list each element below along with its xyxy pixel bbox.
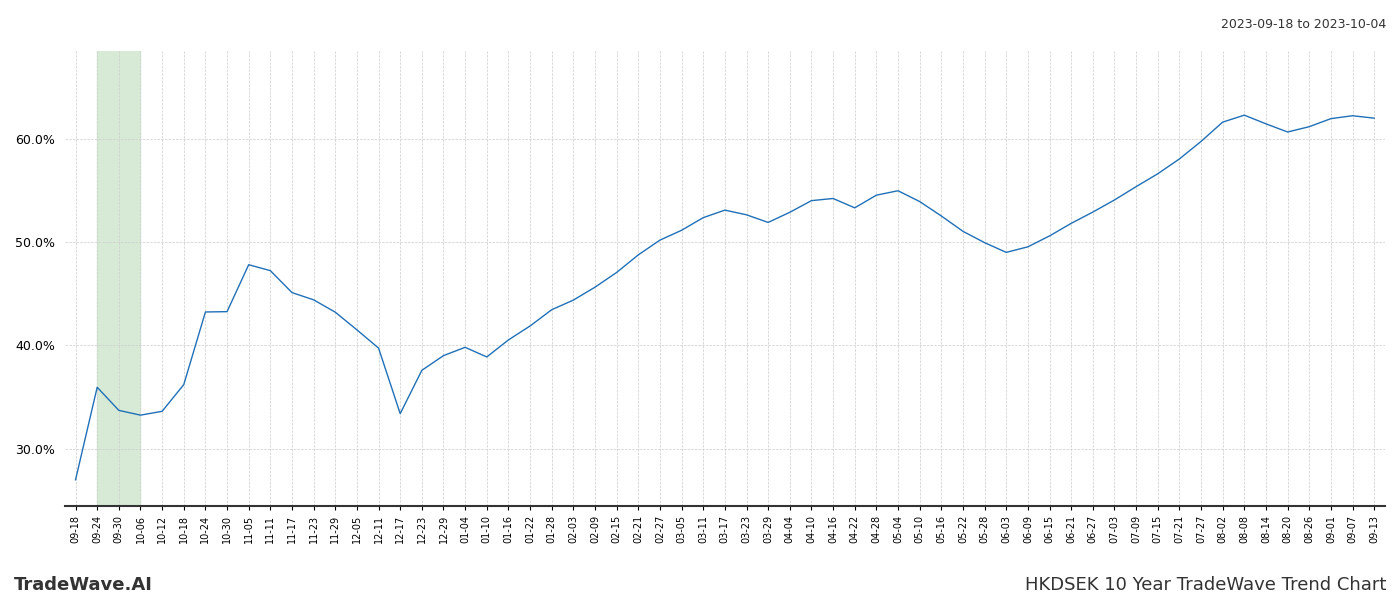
Text: HKDSEK 10 Year TradeWave Trend Chart: HKDSEK 10 Year TradeWave Trend Chart <box>1025 576 1386 594</box>
Bar <box>97 51 140 506</box>
Text: 2023-09-18 to 2023-10-04: 2023-09-18 to 2023-10-04 <box>1221 18 1386 31</box>
Text: TradeWave.AI: TradeWave.AI <box>14 576 153 594</box>
